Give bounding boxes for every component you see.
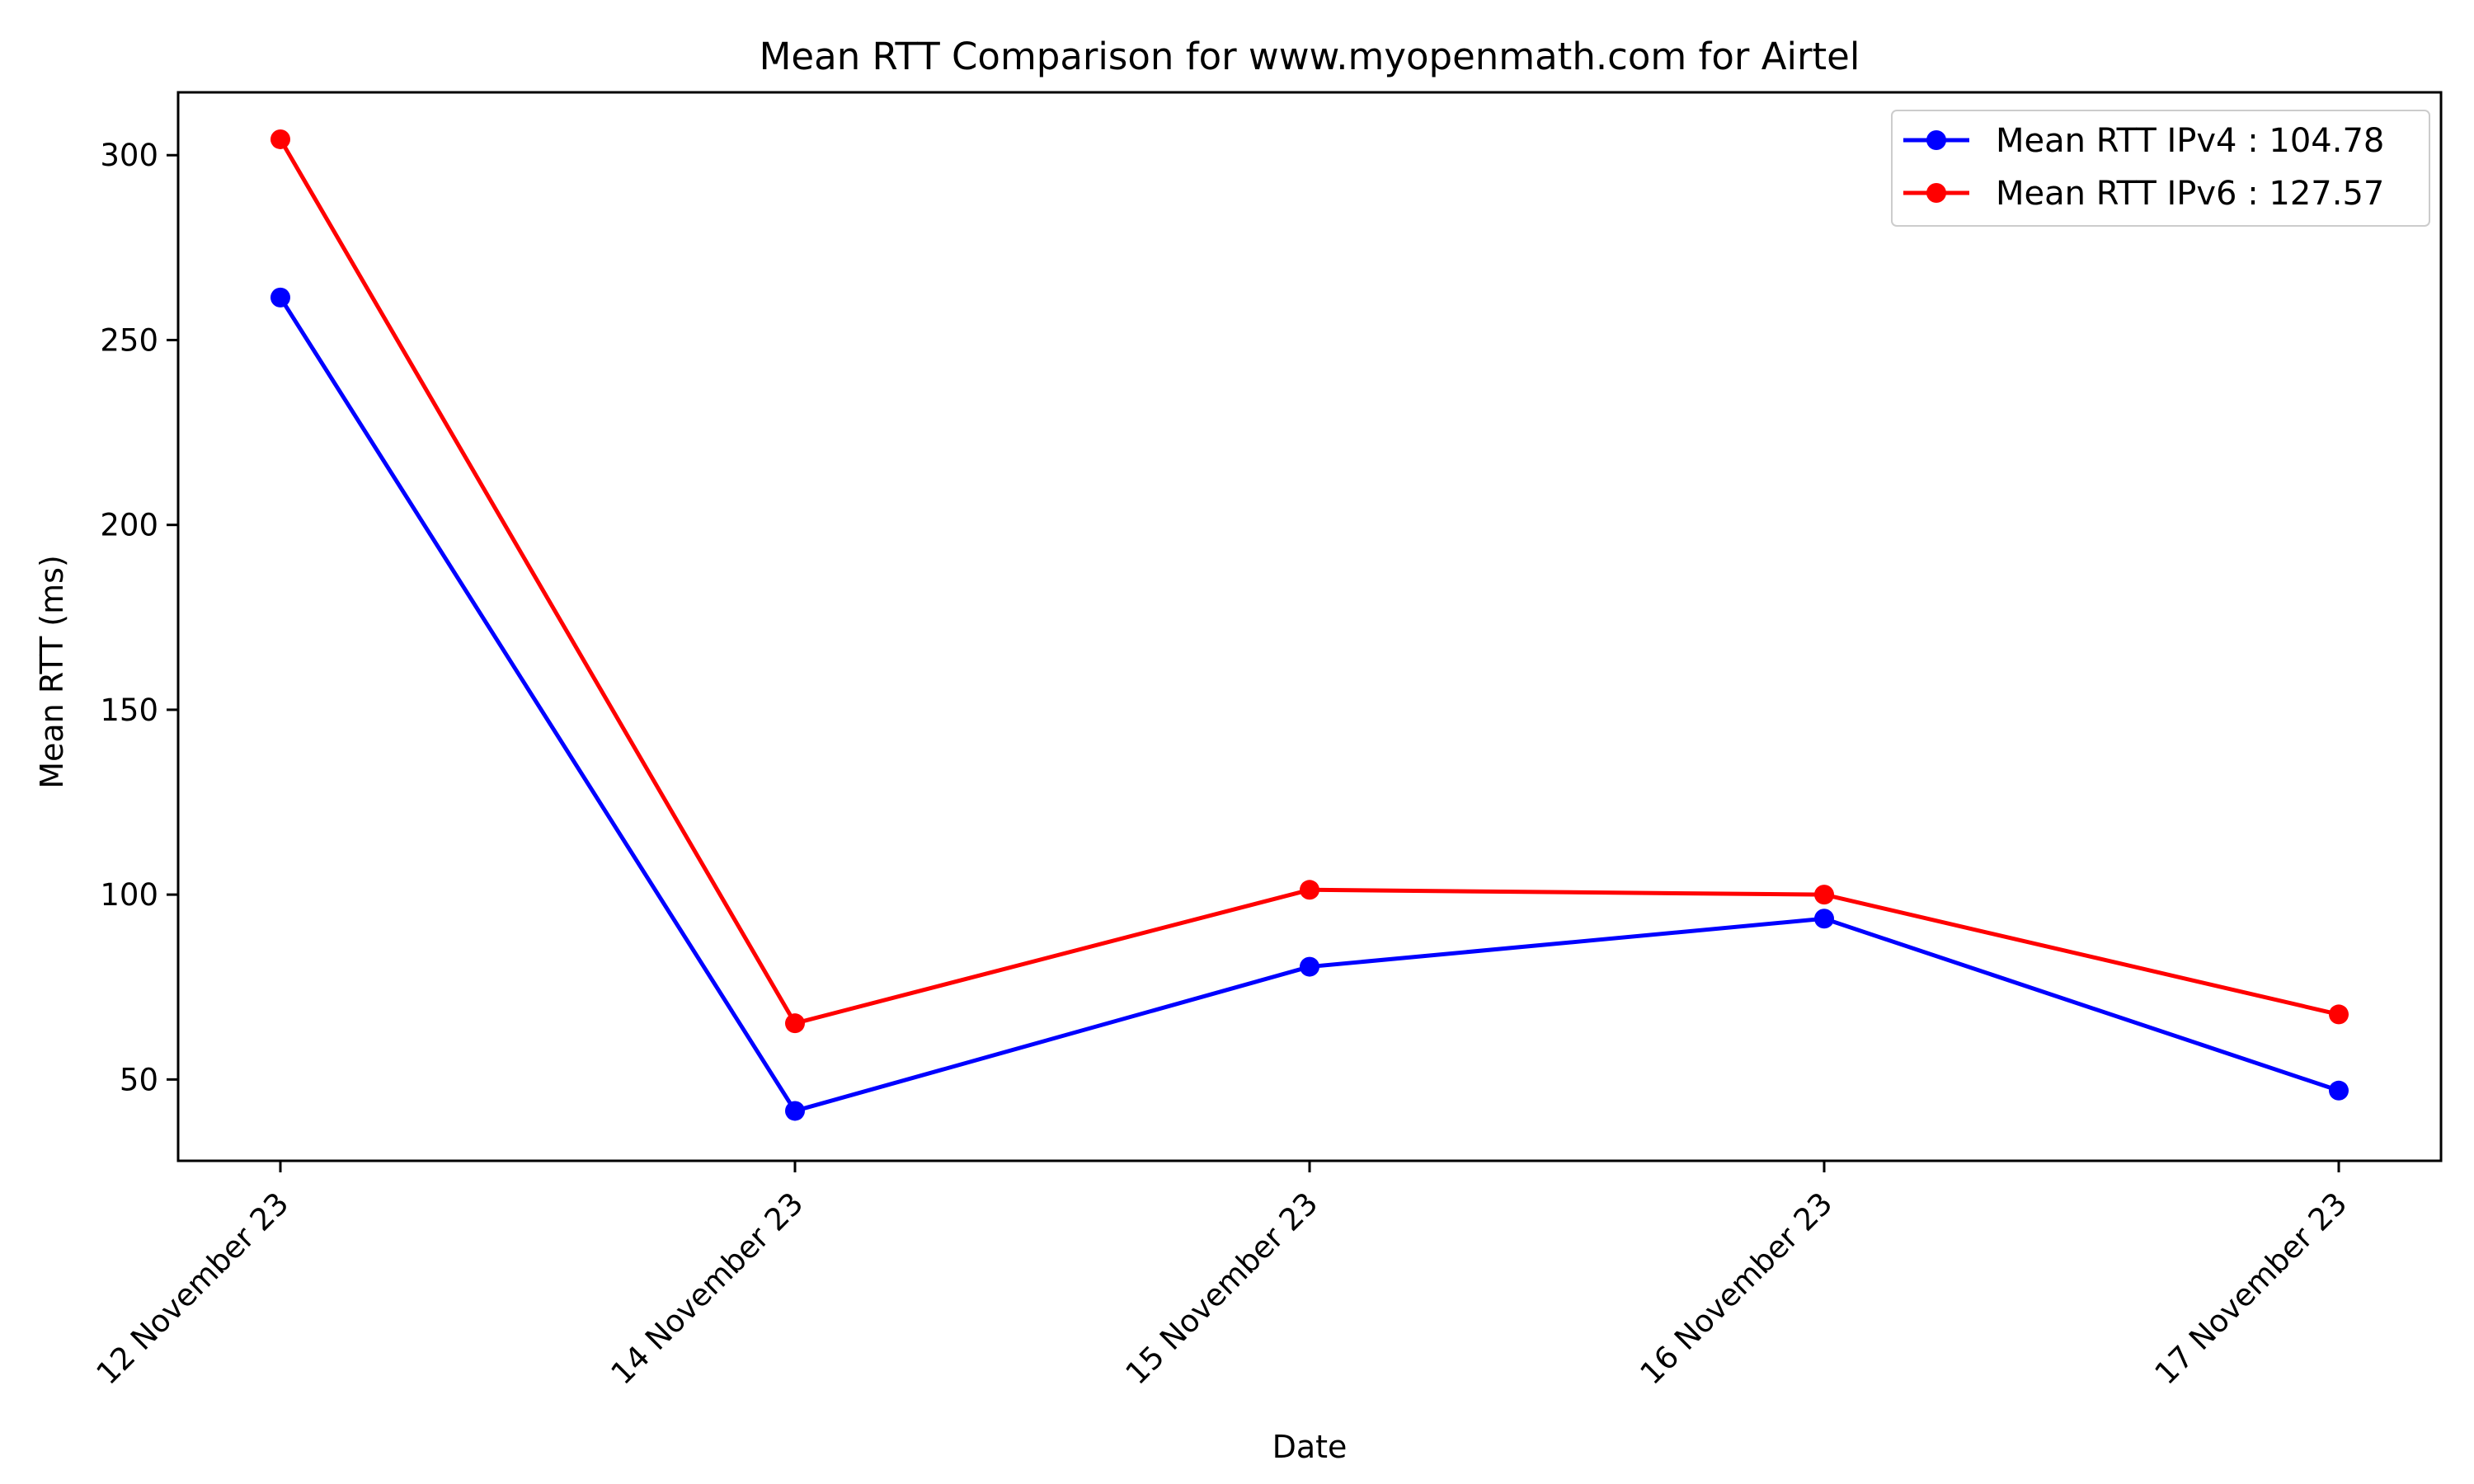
y-tick-label: 150	[100, 693, 158, 728]
data-point	[270, 129, 290, 149]
data-point	[270, 287, 290, 308]
y-tick-label: 100	[100, 877, 158, 913]
legend-box	[1891, 110, 2430, 227]
data-point	[785, 1013, 805, 1034]
legend-marker	[1926, 183, 1946, 203]
plot-frame	[176, 91, 2443, 1162]
series-2	[270, 129, 2349, 1034]
legend-entry: Mean RTT IPv6 : 127.57	[1903, 175, 2384, 213]
series-1	[270, 287, 2349, 1121]
x-tick-label: 16 November 23	[1634, 1186, 1840, 1392]
x-tick-label: 14 November 23	[604, 1186, 811, 1392]
legend-label: Mean RTT IPv6 : 127.57	[1996, 175, 2384, 213]
data-point	[2329, 1004, 2349, 1025]
x-tick-label: 15 November 23	[1119, 1186, 1325, 1392]
series-layer	[270, 129, 2349, 1121]
y-tick-label: 50	[120, 1062, 158, 1097]
legend-label: Mean RTT IPv4 : 104.78	[1996, 122, 2384, 160]
data-point	[1300, 880, 1319, 900]
data-point	[2329, 1080, 2349, 1101]
chart-title: Mean RTT Comparison for www.myopenmath.c…	[760, 35, 1860, 78]
axis-ticks: 50 100 150 200 250 300 12 November 23 14 Novemb…	[90, 138, 2354, 1391]
data-point	[785, 1101, 805, 1121]
data-point	[1300, 956, 1319, 977]
legend: Mean RTT IPv4 : 104.78 Mean RTT IPv6 : 12…	[1891, 110, 2430, 227]
series-line	[278, 296, 2340, 1113]
x-tick-label: 12 November 23	[90, 1186, 296, 1392]
y-tick-label: 200	[100, 508, 158, 543]
x-axis-label: Date	[1272, 1429, 1348, 1465]
x-tick-label: 17 November 23	[2148, 1186, 2354, 1392]
y-tick-label: 250	[100, 322, 158, 358]
data-point	[1814, 909, 1834, 929]
y-axis-label: Mean RTT (ms)	[34, 555, 70, 789]
data-point	[1814, 885, 1834, 905]
y-tick-label: 300	[100, 138, 158, 173]
legend-entry: Mean RTT IPv4 : 104.78	[1903, 122, 2384, 160]
legend-marker	[1926, 130, 1946, 150]
